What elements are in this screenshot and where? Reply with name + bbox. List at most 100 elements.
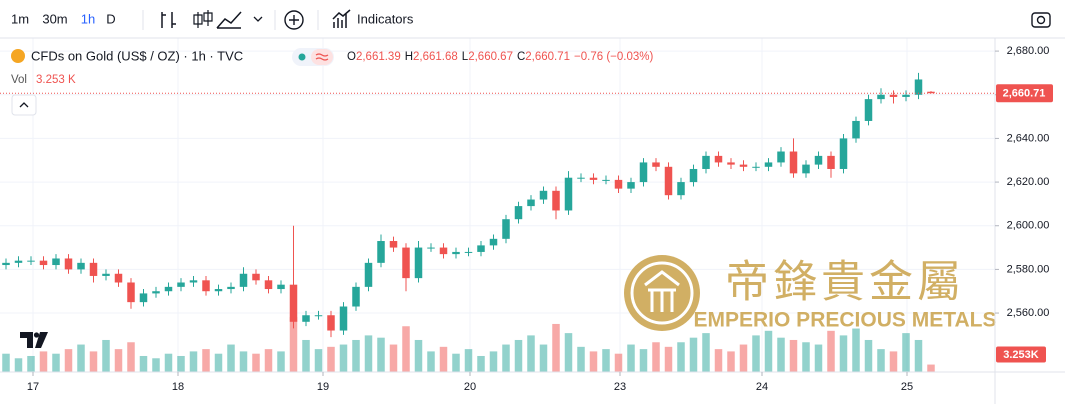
x-tick-label: 20	[464, 381, 476, 393]
volume-bar	[39, 351, 48, 372]
candle-body	[777, 151, 785, 163]
candle-body	[164, 286, 173, 292]
interval-button[interactable]: 1m	[11, 11, 29, 26]
candle-body	[152, 291, 160, 294]
volume-bar	[89, 351, 98, 372]
volume-bar	[877, 349, 885, 372]
candle-body	[589, 177, 598, 180]
watermark-chinese: 帝鋒貴金屬	[725, 257, 965, 308]
candle-body	[52, 258, 60, 266]
volume-bar	[389, 344, 398, 372]
candle-body	[177, 282, 185, 287]
candle-body	[514, 206, 523, 220]
candle-body	[202, 280, 210, 292]
candle-body	[364, 262, 373, 287]
volume-bar	[677, 342, 685, 372]
y-tick-label: 2,580.00	[1007, 263, 1050, 275]
candle-body	[389, 241, 398, 248]
volume-bar	[514, 339, 523, 372]
symbol-title: CFDs on Gold (US$ / OZ) · 1h · TVC	[31, 48, 243, 63]
add-icon-plus	[289, 15, 299, 25]
volume-bar	[352, 339, 360, 372]
volume-bar	[827, 330, 835, 372]
volume-bar	[327, 346, 335, 372]
volume-bar	[777, 337, 785, 372]
area-icon[interactable]	[216, 11, 242, 29]
last-price-label: 2,660.71	[1003, 88, 1046, 100]
volume-bar	[452, 353, 460, 372]
candle-body	[502, 219, 510, 239]
candle-body	[277, 284, 285, 290]
candle-body	[852, 120, 860, 139]
dropdown-icon[interactable]	[253, 16, 263, 22]
bars-icon[interactable]	[161, 12, 176, 28]
y-tick-label: 2,640.00	[1007, 132, 1050, 144]
candle-body	[239, 273, 248, 287]
add-icon[interactable]	[284, 10, 304, 30]
volume-bar	[702, 333, 710, 372]
ohlc-value: 2,661.68	[413, 51, 458, 63]
candle-body	[764, 162, 773, 167]
indicators-icon[interactable]	[332, 9, 351, 28]
indicators-button[interactable]: Indicators	[357, 11, 414, 26]
candle-body	[39, 260, 48, 266]
candle-body	[439, 247, 448, 255]
volume-bar	[802, 342, 810, 372]
candle-body	[27, 260, 35, 262]
candle-body	[727, 162, 735, 165]
candle-body	[464, 251, 473, 253]
volume-bar	[539, 344, 548, 372]
candle-body	[327, 315, 335, 331]
interval-button[interactable]: 1h	[81, 11, 95, 26]
candle-body	[414, 247, 423, 279]
candle-body	[789, 151, 798, 174]
volume-bar	[527, 335, 535, 372]
volume-bar	[489, 351, 498, 372]
x-tick-label: 17	[27, 381, 39, 393]
candle-body	[289, 284, 298, 322]
volume-bar	[477, 355, 485, 372]
change-value: −0.76 (−0.03%)	[574, 51, 653, 63]
candle-body	[564, 177, 573, 211]
volume-bar	[589, 351, 598, 372]
candle-body	[477, 245, 485, 252]
ohlc-key: H	[405, 51, 413, 63]
candle-body	[714, 155, 723, 163]
candle-body	[602, 179, 610, 181]
volume-bar	[239, 351, 248, 372]
candle-body	[114, 273, 123, 283]
volume-bar	[914, 339, 923, 372]
snapshot-icon[interactable]	[1031, 12, 1051, 28]
volume-bar	[377, 337, 385, 372]
candle-body	[314, 315, 323, 317]
watermark-logo-ring	[630, 261, 694, 325]
candle-body	[189, 280, 198, 283]
status-pill-red	[311, 49, 333, 65]
candle-body	[702, 155, 710, 169]
x-tick-label: 19	[317, 381, 329, 393]
volume-bar	[789, 339, 798, 372]
collapse-button[interactable]	[11, 94, 37, 116]
watermark-logo-mark	[644, 270, 680, 312]
candle-body	[139, 293, 148, 303]
candle-body	[639, 162, 648, 183]
interval-button[interactable]: D	[106, 11, 115, 26]
candle-body	[64, 258, 73, 270]
candle-body	[739, 164, 748, 167]
candle-body	[627, 182, 635, 189]
volume-bar	[2, 353, 10, 372]
status-wave	[315, 53, 329, 61]
candle-body	[652, 162, 660, 167]
volume-bar	[252, 353, 260, 372]
volume-bar	[839, 335, 848, 372]
volume-bar	[314, 349, 323, 372]
volume-bar	[764, 330, 773, 372]
volume-bar	[502, 344, 510, 372]
candles-icon[interactable]	[193, 10, 213, 28]
interval-button[interactable]: 30m	[42, 11, 67, 26]
volume-bar	[152, 358, 160, 372]
y-tick-label: 2,680.00	[1007, 45, 1050, 57]
volume-bar	[414, 339, 423, 372]
candle-body	[489, 238, 498, 246]
